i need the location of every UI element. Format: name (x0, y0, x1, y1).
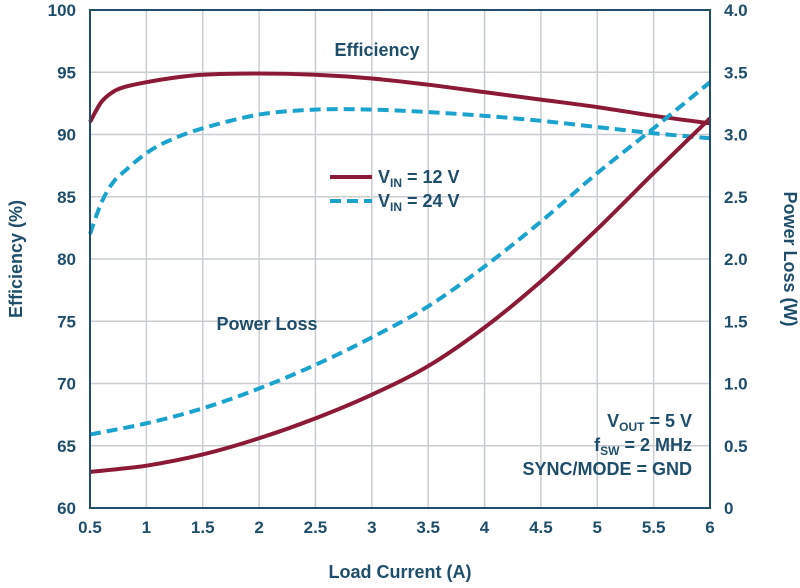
x-tick-label: 5 (593, 518, 602, 537)
y-right-tick-label: 0 (724, 499, 733, 518)
grid-lines (89, 9, 711, 509)
x-tick-label: 4.5 (529, 518, 553, 537)
y-left-tick-label: 85 (57, 188, 76, 207)
x-tick-label: 5.5 (642, 518, 666, 537)
condition-line: VOUT = 5 V (607, 411, 692, 434)
y-left-tick-label: 95 (57, 63, 76, 82)
plot-frame (89, 9, 711, 509)
series-line-power-loss-12v (89, 116, 712, 474)
x-tick-label: 1.5 (191, 518, 215, 537)
condition-subscript: SW (600, 444, 620, 458)
x-tick-label: 4 (480, 518, 490, 537)
tick-labels: 0.5 1 1.5 2 2.5 3 3.5 4 4.5 5 5.5 6 60 65 70 75 80 85 90 95… (48, 1, 748, 537)
y-right-tick-label: 2.5 (724, 188, 748, 207)
y-right-tick-label: 4.0 (724, 1, 748, 20)
legend-label-subscript: IN (390, 200, 402, 214)
series-layer (88, 71, 712, 474)
series-line-efficiency-24v (88, 107, 711, 235)
x-tick-label: 2 (254, 518, 263, 537)
y-right-tick-label: 3.0 (724, 126, 748, 145)
y-right-tick-label: 0.5 (724, 437, 748, 456)
x-tick-label: 2.5 (304, 518, 328, 537)
y-axis-label-right: Power Loss (W) (780, 191, 800, 326)
x-axis-label: Load Current (A) (329, 562, 472, 582)
y-left-tick-label: 80 (57, 250, 76, 269)
y-left-tick-label: 100 (48, 1, 76, 20)
y-left-tick-label: 65 (57, 437, 76, 456)
series-line-efficiency-12v (88, 71, 711, 126)
condition-value: = 2 MHz (619, 435, 692, 455)
y-axis-label-left: Efficiency (%) (6, 200, 26, 318)
x-tick-label: 6 (705, 518, 714, 537)
condition-value: = 5 V (644, 411, 692, 431)
x-tick-label: 0.5 (78, 518, 102, 537)
y-right-tick-label: 1.5 (724, 312, 748, 331)
y-right-tick-label: 2.0 (724, 250, 748, 269)
series-line-power-loss-24v (89, 80, 712, 437)
condition-main: SYNC/MODE = GND (522, 459, 692, 479)
condition-line: SYNC/MODE = GND (522, 459, 692, 479)
condition-main: V (607, 411, 619, 431)
legend-label: VIN = 24 V (378, 191, 460, 214)
condition-line: fSW = 2 MHz (594, 435, 692, 458)
y-left-tick-label: 90 (57, 126, 76, 145)
x-tick-label: 3.5 (416, 518, 440, 537)
efficiency-annotation: Efficiency (334, 40, 419, 60)
legend-label-value: = 12 V (402, 167, 460, 187)
condition-subscript: OUT (619, 420, 645, 434)
y-right-tick-label: 3.5 (724, 63, 748, 82)
x-tick-label: 1 (142, 518, 151, 537)
y-left-tick-label: 70 (57, 375, 76, 394)
legend-label-prefix: V (378, 191, 390, 211)
power-loss-annotation: Power Loss (216, 314, 317, 334)
legend-label-value: = 24 V (402, 191, 460, 211)
condition-main: f (594, 435, 601, 455)
y-left-tick-label: 60 (57, 499, 76, 518)
legend-label: VIN = 12 V (378, 167, 460, 190)
x-tick-label: 3 (367, 518, 376, 537)
legend-label-prefix: V (378, 167, 390, 187)
y-left-tick-label: 75 (57, 312, 76, 331)
y-right-tick-label: 1.0 (724, 375, 748, 394)
legend-label-subscript: IN (390, 176, 402, 190)
